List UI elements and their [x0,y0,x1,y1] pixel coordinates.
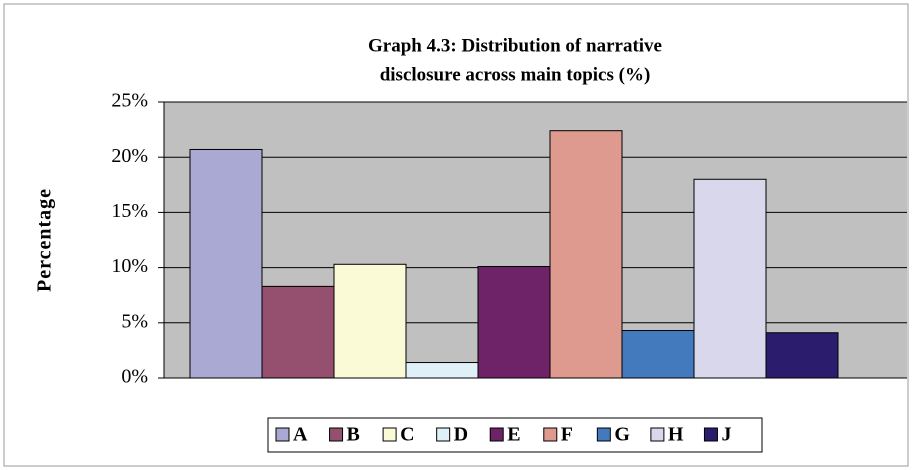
legend-swatch [382,427,397,442]
y-tick-label: 25% [111,90,148,112]
legend-label: G [614,424,630,446]
bar [261,285,335,379]
legend-swatch [329,427,344,442]
legend-label: F [561,424,573,446]
legend-swatch [489,427,504,442]
y-tick-label: 0% [121,366,148,388]
legend-label: A [293,424,308,446]
chart-title: Graph 4.3: Distribution of narrative [368,35,662,56]
y-tick-label: 5% [121,310,148,332]
bar [765,332,839,379]
legend-label: E [507,424,520,446]
legend-label: J [721,424,731,446]
legend-label: B [347,424,360,446]
legend-swatch [436,427,451,442]
bar [693,178,767,379]
legend-box [267,417,763,453]
y-tick-label: 10% [111,255,148,277]
bar [405,362,479,379]
legend-label: C [400,424,414,446]
legend-swatch [275,427,290,442]
legend-swatch [596,427,611,442]
y-tick-label: 20% [111,145,148,167]
bar [189,148,263,379]
legend-swatch [543,427,558,442]
legend-swatch [703,427,718,442]
legend-label: H [668,424,684,446]
bar [333,263,407,379]
legend-label: D [454,424,468,446]
legend-swatch [650,427,665,442]
bar [621,330,695,379]
bar [477,265,551,379]
chart-title: disclosure across main topics (%) [380,64,651,85]
bar [549,130,623,379]
y-tick-label: 15% [111,200,148,222]
y-axis-label: Percentage [34,188,56,292]
